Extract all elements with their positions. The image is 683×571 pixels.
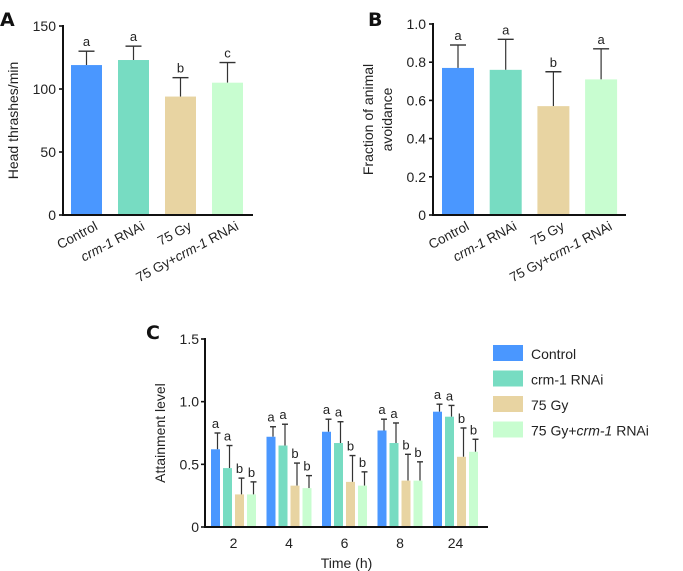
y-axis-label: avoidance xyxy=(379,87,395,151)
legend-swatch xyxy=(493,396,523,412)
legend-swatch xyxy=(493,345,523,361)
bar xyxy=(442,67,474,216)
y-tick-label: 100 xyxy=(33,81,57,97)
bar xyxy=(585,79,618,215)
significance-label: a xyxy=(390,406,398,421)
bar xyxy=(266,436,276,527)
y-tick-label: 0.6 xyxy=(407,92,427,108)
y-tick-label: 1.0 xyxy=(180,394,200,410)
y-tick-label: 0.8 xyxy=(407,54,427,70)
bar xyxy=(165,96,196,215)
panel-letter-a: A xyxy=(0,9,15,31)
legend-swatch xyxy=(493,421,523,438)
significance-label: a xyxy=(446,388,454,403)
significance-label: b xyxy=(291,446,298,461)
panel-letter-b: B xyxy=(368,9,382,31)
bar xyxy=(223,468,232,527)
bar xyxy=(433,411,442,527)
significance-label: b xyxy=(470,422,477,437)
bar xyxy=(457,456,466,527)
x-tick-label: 6 xyxy=(341,535,349,551)
significance-label: b xyxy=(347,439,354,454)
legend-label: 75 Gy xyxy=(531,397,568,413)
y-tick-label: 0 xyxy=(418,207,426,223)
bar xyxy=(358,485,367,527)
y-tick-label: 50 xyxy=(40,144,56,160)
legend-label: crm-1 RNAi xyxy=(531,372,603,388)
significance-label: c xyxy=(224,46,231,61)
bar xyxy=(302,488,312,527)
bar xyxy=(322,431,331,527)
significance-label: b xyxy=(236,461,243,476)
x-axis-label: Time (h) xyxy=(321,555,373,571)
y-tick-label: 0.5 xyxy=(180,456,200,472)
bar xyxy=(235,494,244,527)
y-axis-label: Head thrashes/min xyxy=(5,62,21,180)
significance-label: a xyxy=(130,29,138,44)
bar xyxy=(290,485,300,527)
bar xyxy=(247,494,256,527)
bar xyxy=(537,106,570,215)
y-tick-label: 1.0 xyxy=(407,16,427,32)
significance-label: b xyxy=(248,465,255,480)
legend-swatch xyxy=(493,370,523,387)
significance-label: a xyxy=(267,410,275,425)
significance-label: a xyxy=(378,402,386,417)
bar xyxy=(389,443,399,527)
significance-label: a xyxy=(212,416,220,431)
significance-label: a xyxy=(454,28,462,43)
significance-label: b xyxy=(402,437,409,452)
bar xyxy=(118,60,149,215)
significance-label: b xyxy=(303,459,310,474)
bar xyxy=(401,480,411,527)
significance-label: a xyxy=(597,32,605,47)
significance-label: b xyxy=(359,455,366,470)
significance-label: b xyxy=(550,55,557,70)
y-tick-label: 150 xyxy=(33,18,57,34)
bar xyxy=(377,430,387,527)
y-axis-label: Attainment level xyxy=(152,383,168,483)
significance-label: a xyxy=(335,405,343,420)
y-tick-label: 1.5 xyxy=(180,331,200,347)
x-tick-label: 4 xyxy=(285,535,293,551)
significance-label: a xyxy=(502,22,510,37)
bar xyxy=(211,449,220,527)
significance-label: a xyxy=(224,429,232,444)
significance-label: b xyxy=(177,61,184,76)
x-tick-label: 2 xyxy=(230,535,238,551)
bar xyxy=(334,443,343,527)
bar xyxy=(413,480,423,527)
significance-label: a xyxy=(323,402,331,417)
panel-letter-c: C xyxy=(146,322,160,344)
y-axis-label: Fraction of animal xyxy=(360,64,376,175)
bar xyxy=(212,82,243,215)
bar xyxy=(445,416,454,527)
x-tick-label: 8 xyxy=(396,535,404,551)
y-tick-label: 0.4 xyxy=(407,131,427,147)
significance-label: a xyxy=(83,34,91,49)
significance-label: b xyxy=(458,411,465,426)
bar xyxy=(71,65,102,215)
bar xyxy=(469,451,478,527)
significance-label: a xyxy=(279,407,287,422)
significance-label: b xyxy=(414,445,421,460)
legend-label: 75 Gy+crm-1 RNAi xyxy=(531,423,649,439)
bar xyxy=(489,69,522,215)
y-tick-label: 0 xyxy=(191,519,199,535)
bar xyxy=(278,445,288,527)
y-tick-label: 0 xyxy=(48,207,56,223)
legend-label: Control xyxy=(531,346,576,362)
y-tick-label: 0.2 xyxy=(407,169,427,185)
bar xyxy=(346,481,355,527)
significance-label: a xyxy=(434,387,442,402)
x-tick-label: 24 xyxy=(448,535,464,551)
